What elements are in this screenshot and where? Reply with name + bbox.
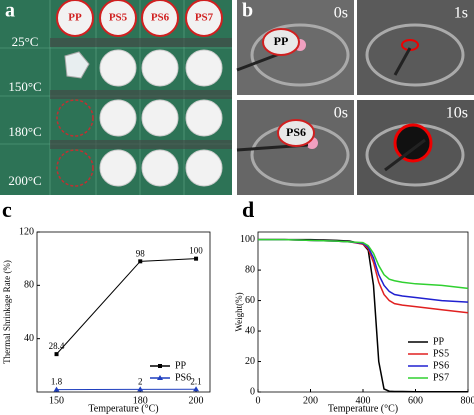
- y-tick-label: 80: [24, 280, 34, 291]
- sample: [185, 0, 223, 37]
- legend-label: PS7: [433, 372, 449, 383]
- sample: [99, 49, 137, 87]
- temperature-label: 25°C: [12, 34, 39, 49]
- series-line: [56, 258, 197, 355]
- legend-label: PS6: [433, 360, 449, 371]
- time-label: 10s: [446, 105, 468, 122]
- temperature-label: 200°C: [8, 173, 41, 188]
- marker: [158, 364, 162, 368]
- data-label: 28.4: [49, 341, 65, 351]
- x-axis-label: Temperature (°C): [88, 403, 158, 414]
- data-label: 1.8: [51, 377, 63, 387]
- x-tick-label: 400: [356, 395, 371, 406]
- y-tick-label: 80: [245, 264, 255, 275]
- x-tick-label: 0: [256, 395, 261, 406]
- temperature-label: 180°C: [8, 124, 41, 139]
- panel-label: b: [242, 0, 253, 22]
- time-label: 0s: [334, 105, 348, 122]
- sample-tag: [277, 119, 315, 147]
- sample: [393, 123, 433, 163]
- tweezers: [384, 138, 426, 172]
- beaker: [250, 23, 350, 87]
- series-line: [258, 238, 468, 393]
- sample: [141, 0, 179, 37]
- x-tick-label: 800: [461, 395, 474, 406]
- panel-label: c: [2, 197, 12, 222]
- legend-label: PS5: [433, 348, 449, 359]
- y-axis-label: Thermal Shrinkage Rate (%): [2, 260, 12, 364]
- y-tick-label: 60: [245, 295, 255, 306]
- ruler: [50, 140, 232, 149]
- marker: [53, 386, 60, 392]
- y-tick-label: 0: [250, 386, 255, 397]
- legend-label: PP: [433, 336, 445, 347]
- panel-label: d: [242, 197, 254, 222]
- y-axis-label: Weight(%): [234, 292, 244, 331]
- sample: [185, 149, 223, 187]
- sample: [141, 99, 179, 137]
- marker: [194, 256, 199, 261]
- sample: [99, 0, 137, 37]
- sample-outline: [56, 149, 94, 187]
- series-line: [258, 238, 469, 303]
- y-tick-label: 120: [19, 226, 34, 237]
- sample: [99, 149, 137, 187]
- sample: [99, 99, 137, 137]
- sample-tag-label: PP: [274, 34, 289, 48]
- temperature-label: 150°C: [8, 79, 41, 94]
- sample: [141, 49, 179, 87]
- sample-tag-label: PS6: [286, 125, 306, 139]
- sample: [141, 149, 179, 187]
- sample-outline: [56, 99, 94, 137]
- sample-label: PP: [68, 12, 82, 24]
- y-tick-label: 40: [24, 333, 34, 344]
- sample: [185, 99, 223, 137]
- marker: [193, 386, 200, 392]
- x-tick-label: 150: [49, 395, 64, 406]
- x-tick-label: 180: [133, 395, 148, 406]
- sample: [56, 0, 94, 37]
- series-line: [258, 238, 469, 314]
- y-tick-label: 40: [245, 325, 255, 336]
- marker: [54, 352, 59, 357]
- series-line: [258, 238, 469, 290]
- time-label: 0s: [334, 5, 348, 22]
- sample-label: PS7: [195, 12, 214, 24]
- marker: [157, 375, 163, 380]
- legend-label: PP: [175, 360, 187, 371]
- data-label: 100: [189, 246, 203, 256]
- marker: [138, 259, 143, 264]
- tweezers: [393, 47, 412, 76]
- ruler: [50, 90, 232, 99]
- legend-label: PS6: [175, 372, 191, 383]
- y-tick-label: 20: [245, 356, 255, 367]
- data-label: 98: [136, 248, 146, 258]
- x-tick-label: 600: [408, 395, 423, 406]
- panel-label: a: [5, 0, 15, 22]
- sample-label: PS5: [109, 12, 128, 24]
- marker: [137, 386, 144, 392]
- y-tick-label: 100: [240, 234, 255, 245]
- time-label: 1s: [454, 5, 468, 22]
- sample-tag: [262, 28, 300, 56]
- sample-label: PS6: [151, 12, 170, 24]
- sample: [185, 49, 223, 87]
- data-label: 2: [138, 376, 143, 386]
- beaker: [365, 23, 465, 87]
- melted-sample: [64, 51, 90, 79]
- plot-frame: [36, 231, 211, 393]
- x-tick-label: 200: [303, 395, 318, 406]
- x-axis-label: Temperature (°C): [328, 403, 398, 414]
- ruler: [50, 38, 232, 47]
- data-label: 2.1: [190, 376, 201, 386]
- x-tick-label: 200: [189, 395, 204, 406]
